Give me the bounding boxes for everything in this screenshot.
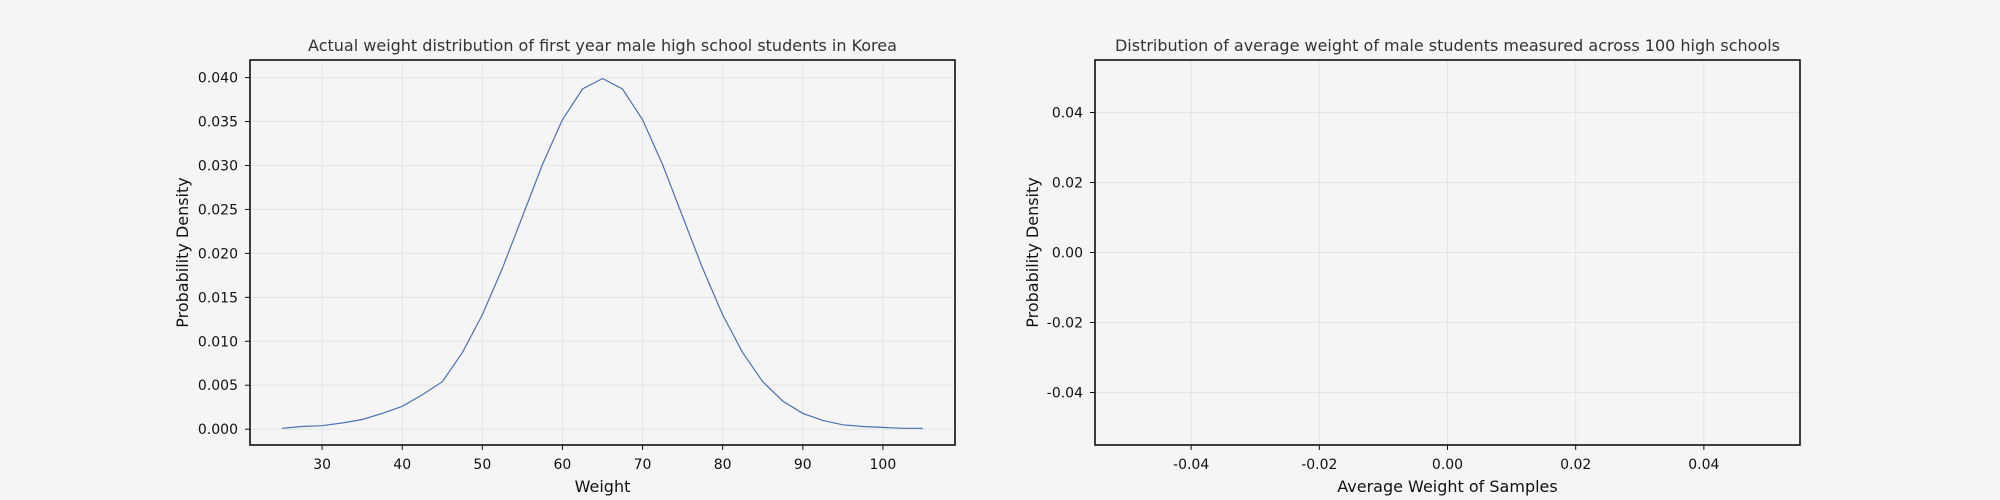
y-tick-label: 0.015 [198,290,238,306]
x-tick-label: 60 [554,457,572,473]
y-tick-label: 0.010 [198,334,238,350]
y-tick-label: 0.04 [1052,106,1083,122]
x-tick-label: 40 [393,457,411,473]
chart-title: Distribution of average weight of male s… [1115,36,1780,55]
x-tick-label: 100 [870,457,897,473]
tick-layer: -0.04 -0.02 0.00 0.02 0.04 -0.04 -0.02 0.00 0.02… [1047,106,1720,474]
y-tick-label: -0.02 [1047,316,1083,332]
x-tick-label: 90 [794,457,812,473]
y-tick-label: -0.04 [1047,386,1083,402]
series-layer [281,77,923,429]
x-tick-label: -0.04 [1173,457,1209,473]
grid-lines [250,60,955,445]
x-tick-label: 80 [714,457,732,473]
chart-average-weight-distribution: -0.04 -0.02 0.00 0.02 0.04 -0.04 -0.02 0.00 0.02… [1023,36,1801,496]
y-tick-label: 0.005 [198,378,238,394]
chart-weight-distribution: 30 40 50 60 70 80 90 100 0.000 0.005 0.010 0.015 0.0… [173,36,956,496]
y-tick-label: 0.035 [198,115,238,131]
y-axis-label: Probability Density [173,177,192,328]
x-tick-label: 0.00 [1432,457,1463,473]
x-tick-label: 30 [313,457,331,473]
y-tick-label: 0.02 [1052,176,1083,192]
chart-title: Actual weight distribution of first year… [308,36,897,55]
y-tick-label: 0.00 [1052,246,1083,262]
y-axis-label: Probability Density [1023,177,1042,328]
tick-layer: 30 40 50 60 70 80 90 100 0.000 0.005 0.010 0.015 0.0… [198,71,896,473]
y-tick-label: 0.030 [198,158,238,174]
series-line [281,77,923,429]
x-axis-label: Weight [575,477,631,496]
x-tick-label: 0.02 [1560,457,1591,473]
plot-area-frame [249,59,956,446]
x-axis-label: Average Weight of Samples [1337,477,1557,496]
x-tick-label: 0.04 [1688,457,1719,473]
y-tick-label: 0.040 [198,71,238,87]
y-tick-label: 0.000 [198,422,238,438]
x-tick-label: -0.02 [1301,457,1337,473]
x-tick-label: 50 [473,457,491,473]
y-tick-label: 0.025 [198,202,238,218]
x-tick-label: 70 [634,457,652,473]
grid-lines [1095,60,1800,445]
y-tick-label: 0.020 [198,246,238,262]
